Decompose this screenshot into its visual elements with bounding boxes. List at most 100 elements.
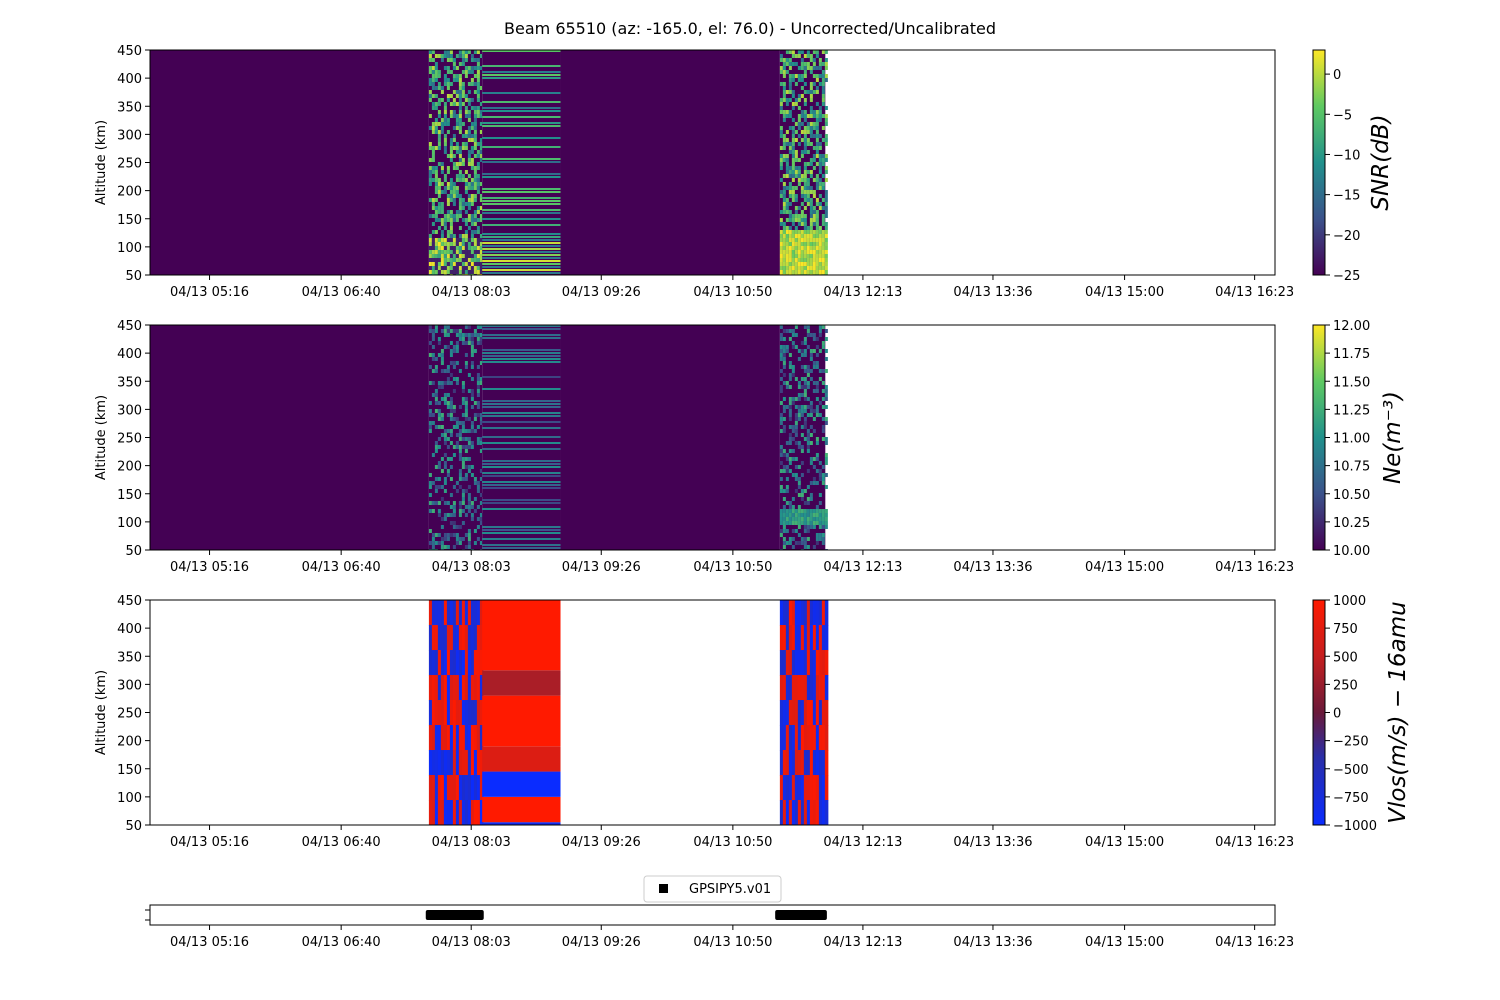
heatmap-cell <box>821 477 825 481</box>
heatmap-cell <box>431 675 436 701</box>
heatmap-cell <box>779 250 783 254</box>
heatmap-cell <box>803 545 807 549</box>
heatmap-cell <box>455 625 460 651</box>
heatmap-cell <box>443 429 447 433</box>
heatmap-cell <box>794 377 798 381</box>
heatmap-cell <box>800 513 804 517</box>
heatmap-band <box>482 197 561 199</box>
heatmap-cell <box>791 198 795 202</box>
heatmap-cell <box>809 198 813 202</box>
heatmap-cell <box>812 154 816 158</box>
heatmap-cell <box>821 246 825 250</box>
heatmap-cell <box>794 186 798 190</box>
colorbar-tick-label: 10.50 <box>1333 488 1370 503</box>
heatmap-cell <box>479 361 483 365</box>
heatmap-band <box>482 532 561 534</box>
heatmap-cell <box>428 242 432 246</box>
heatmap-cell <box>785 266 789 270</box>
heatmap-cell <box>779 333 783 337</box>
heatmap-cell <box>473 82 477 86</box>
heatmap-cell <box>815 150 819 154</box>
heatmap-cell <box>449 373 453 377</box>
heatmap-cell <box>809 262 813 266</box>
heatmap-cell <box>824 158 828 162</box>
heatmap-cell <box>464 190 468 194</box>
heatmap-cell <box>467 529 471 533</box>
heatmap-cell <box>794 489 798 493</box>
heatmap-cell <box>473 106 477 110</box>
heatmap-cell <box>446 98 450 102</box>
heatmap-cell <box>470 214 474 218</box>
heatmap-cell <box>473 238 477 242</box>
heatmap-cell <box>797 477 801 481</box>
heatmap-cell <box>440 222 444 226</box>
heatmap-cell <box>455 258 459 262</box>
heatmap-cell <box>461 413 465 417</box>
heatmap-cell <box>467 50 471 54</box>
heatmap-cell <box>476 389 480 393</box>
heatmap-cell <box>779 54 783 58</box>
heatmap-cell <box>788 182 792 186</box>
heatmap-cell <box>818 66 822 70</box>
heatmap-cell <box>449 650 454 676</box>
heatmap-cell <box>794 234 798 238</box>
heatmap-cell <box>440 497 444 501</box>
heatmap-cell <box>803 182 807 186</box>
heatmap-cell <box>446 457 450 461</box>
heatmap-cell <box>806 190 810 194</box>
heatmap-band <box>482 245 561 247</box>
heatmap-cell <box>797 385 801 389</box>
heatmap-cell <box>476 254 480 258</box>
timeline-bars <box>425 910 827 920</box>
heatmap-cell <box>467 725 472 751</box>
heatmap-cell <box>818 329 822 333</box>
heatmap-cell <box>434 178 438 182</box>
heatmap-cell <box>797 725 802 751</box>
heatmap-cell <box>794 425 798 429</box>
heatmap-cell <box>794 266 798 270</box>
y-tick-label: 350 <box>117 375 142 390</box>
heatmap-cell <box>446 333 450 337</box>
heatmap-cell <box>470 650 475 676</box>
heatmap-cell <box>782 469 786 473</box>
heatmap-cell <box>794 405 798 409</box>
heatmap-band <box>482 200 561 202</box>
heatmap-cell <box>788 234 792 238</box>
heatmap-cell <box>428 425 432 429</box>
heatmap-cell <box>479 449 483 453</box>
heatmap-cell <box>449 521 453 525</box>
heatmap-cell <box>782 529 786 533</box>
heatmap-cell <box>431 130 435 134</box>
heatmap-cell <box>812 166 816 170</box>
heatmap-cell <box>809 66 813 70</box>
heatmap-cell <box>476 600 481 626</box>
heatmap-cell <box>818 600 823 626</box>
heatmap-cell <box>437 114 441 118</box>
heatmap-band <box>482 822 561 825</box>
heatmap-cell <box>821 74 825 78</box>
heatmap-cell <box>467 469 471 473</box>
heatmap-cell <box>431 102 435 106</box>
heatmap-cell <box>782 262 786 266</box>
heatmap-band <box>482 403 561 405</box>
heatmap-cell <box>815 650 820 676</box>
heatmap-cell <box>428 142 432 146</box>
heatmap-cell <box>791 242 795 246</box>
heatmap-cell <box>791 174 795 178</box>
heatmap-cell <box>452 254 456 258</box>
heatmap-cell <box>824 222 828 226</box>
heatmap-cell <box>824 246 828 250</box>
heatmap-cell <box>812 242 816 246</box>
heatmap-cell <box>815 114 819 118</box>
heatmap-cell <box>797 98 801 102</box>
heatmap-cell <box>452 138 456 142</box>
heatmap-cell <box>470 397 474 401</box>
heatmap-cell <box>437 238 441 242</box>
heatmap-cell <box>440 700 445 726</box>
heatmap-block <box>428 600 484 825</box>
heatmap-cell <box>806 437 810 441</box>
heatmap-cell <box>434 186 438 190</box>
heatmap-cell <box>824 230 828 234</box>
colorbar-tick-label: −500 <box>1333 763 1369 778</box>
heatmap-cell <box>785 226 789 230</box>
